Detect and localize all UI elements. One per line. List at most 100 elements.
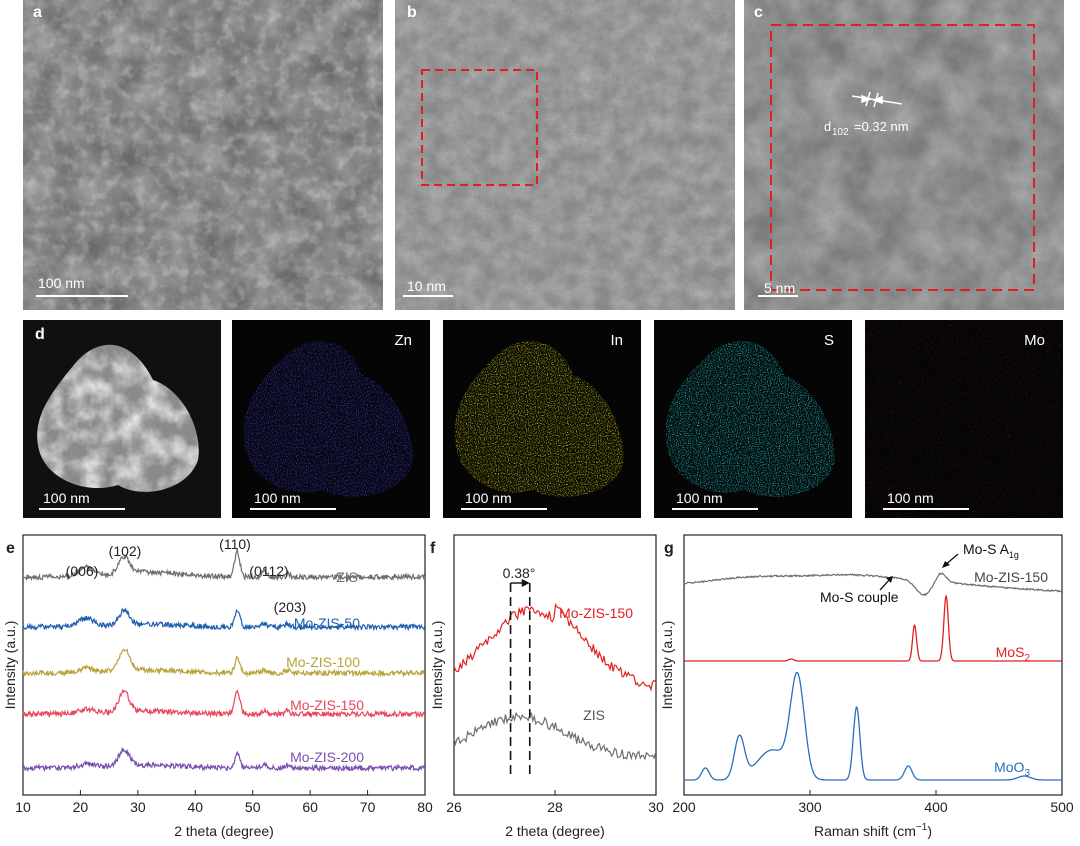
series-line [453, 711, 657, 761]
scale-bar-label: 100 nm [254, 490, 301, 506]
series-label: MoS2 [996, 644, 1031, 664]
d-spacing-subscript: 102 [832, 127, 849, 138]
series-line-mo-zis-50 [22, 607, 426, 632]
element-label: In [610, 332, 623, 349]
panel-c-hrtem-image: d 102 =0.32 nm c 5 nm [744, 0, 1064, 310]
series-line-mo-zis-150 [22, 688, 426, 719]
series-label: Mo-ZIS-150 [290, 697, 364, 713]
eds-map-s: S 100 nm [654, 320, 852, 518]
scale-bar [672, 508, 758, 510]
scale-bar-b [403, 295, 453, 297]
x-tick-label: 300 [798, 799, 822, 815]
series-label: Mo-ZIS-150 [559, 605, 633, 621]
tem-image [395, 0, 735, 310]
y-axis-label: Intensity (a.u.) [659, 621, 675, 710]
element-label: S [823, 332, 834, 349]
scale-bar [883, 508, 969, 510]
series-line-zis [22, 548, 426, 582]
x-tick-label: 20 [73, 799, 89, 815]
annotation-arrow-head [886, 576, 893, 583]
y-axis-label: Intensity (a.u.) [2, 621, 18, 710]
scale-bar-label-d: 100 nm [43, 490, 90, 506]
panel-a-sem-image: a 100 nm [23, 0, 383, 310]
axes-frame [683, 534, 1063, 796]
series-line [453, 602, 656, 692]
scale-bar-label: 100 nm [676, 490, 723, 506]
series-label: Mo-ZIS-150 [974, 569, 1048, 585]
x-tick-label: 200 [672, 799, 696, 815]
scale-bar-d [39, 508, 125, 510]
series-label: ZIS [336, 569, 358, 585]
series-label: Mo-ZIS-200 [290, 749, 364, 765]
scale-bar-label: 100 nm [465, 490, 512, 506]
eds-map-zn: Zn 100 nm [232, 320, 430, 518]
peak-label: (0112) [249, 563, 288, 579]
panel-label-e: e [6, 540, 15, 557]
peak-label: (110) [219, 536, 251, 552]
annotation-a1g: Mo-S A1g [963, 541, 1019, 560]
x-tick-label: 26 [446, 799, 462, 815]
zoom-region-box [421, 69, 538, 186]
peak-label: (006) [66, 563, 99, 579]
scale-bar-label-c: 5 nm [764, 280, 796, 296]
x-axis-label: 2 theta (degree) [174, 823, 274, 839]
annotation-arrow-head [942, 561, 950, 568]
element-label: Mo [1024, 332, 1045, 349]
hrtem-image: d 102 =0.32 nm [744, 0, 1064, 310]
scale-bar [250, 508, 336, 510]
panel-label-g: g [664, 540, 674, 557]
series-label: MoO3 [994, 759, 1030, 779]
x-tick-label: 30 [130, 799, 146, 815]
series-line-mo-zis-100 [22, 648, 426, 678]
axes-frame [22, 534, 426, 796]
scale-bar-label-a: 100 nm [38, 275, 85, 291]
shift-arrow-head [521, 579, 530, 587]
panel-label-b: b [407, 4, 417, 21]
series-line-mo-zis-150 [683, 572, 1062, 597]
x-tick-label: 40 [187, 799, 203, 815]
x-tick-label: 50 [245, 799, 261, 815]
x-tick-label: 500 [1050, 799, 1074, 815]
panel-label-a: a [33, 4, 42, 21]
element-label: Zn [394, 332, 412, 349]
panel-d-haadf-image: d 100 nm [23, 320, 221, 518]
scale-bar-label: 100 nm [887, 490, 934, 506]
scale-bar-c [758, 295, 798, 297]
scale-bar-label-b: 10 nm [407, 278, 446, 294]
x-tick-label: 30 [648, 799, 664, 815]
x-axis-label: 2 theta (degree) [505, 823, 605, 839]
shift-label: 0.38° [503, 565, 536, 581]
series-label: Mo-ZIS-50 [294, 615, 360, 631]
d-spacing-value: =0.32 nm [854, 119, 909, 134]
panel-label-f: f [430, 540, 436, 557]
eds-map-in: In 100 nm [443, 320, 641, 518]
panel-label-c: c [754, 4, 763, 21]
annotation-couple: Mo-S couple [820, 589, 899, 605]
x-tick-label: 400 [924, 799, 948, 815]
series-line-mos2 [684, 593, 1062, 662]
peak-label: (203) [274, 599, 307, 615]
x-tick-label: 80 [417, 799, 433, 815]
d-spacing-prefix: d [824, 119, 831, 134]
scale-bar-a [36, 295, 128, 297]
panel-b-tem-image: b 10 nm [395, 0, 735, 310]
series-label: Mo-ZIS-100 [286, 654, 360, 670]
axes-frame [453, 534, 657, 796]
zoom-region-box [770, 24, 1035, 291]
sem-image [23, 0, 383, 310]
panel-label-d: d [35, 326, 45, 343]
series-label: ZIS [583, 707, 605, 723]
x-tick-label: 60 [302, 799, 318, 815]
scale-bar [461, 508, 547, 510]
series-line-mo-zis-200 [22, 746, 426, 773]
y-axis-label: Intensity (a.u.) [429, 621, 445, 710]
x-tick-label: 70 [360, 799, 376, 815]
x-tick-label: 28 [547, 799, 563, 815]
x-tick-label: 10 [15, 799, 31, 815]
eds-map-mo: Mo 100 nm [865, 320, 1063, 518]
series-line-moo3 [684, 671, 1062, 781]
haadf-image [37, 344, 199, 492]
lattice-spacing-marker [851, 91, 903, 108]
peak-label: (102) [109, 543, 142, 559]
